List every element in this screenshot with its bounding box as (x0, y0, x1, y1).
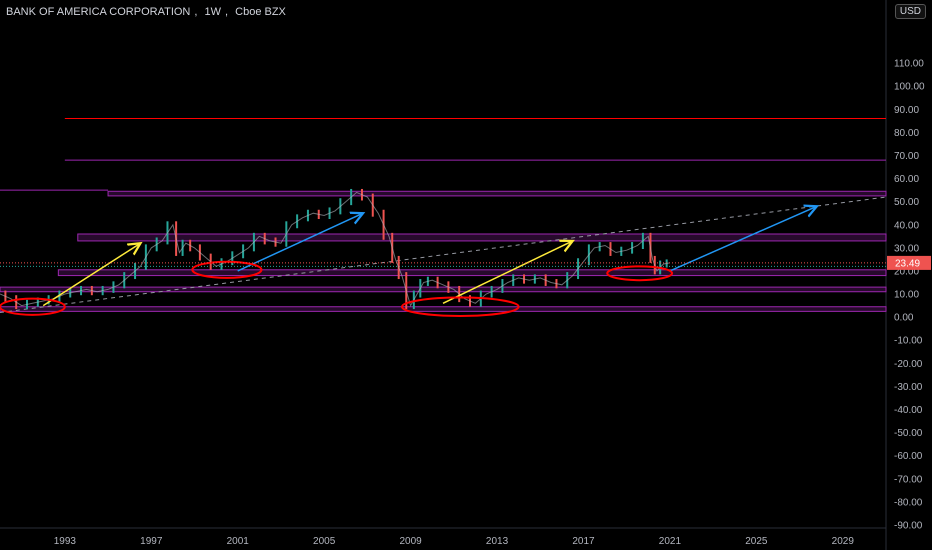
y-tick-label: -50.00 (894, 428, 923, 439)
y-tick-label: -30.00 (894, 382, 923, 393)
y-tick-label: 10.00 (894, 290, 919, 301)
y-tick-label: 90.00 (894, 105, 919, 116)
trendline-dashed (0, 196, 887, 314)
highlight-ellipse-3 (606, 265, 674, 282)
support-zone-2 (57, 269, 887, 277)
y-tick-label: -20.00 (894, 359, 923, 370)
y-tick-label: -80.00 (894, 497, 923, 508)
x-tick-label: 2017 (572, 536, 595, 547)
support-zone-4 (0, 306, 887, 312)
x-tick-label: 2025 (745, 536, 768, 547)
y-tick-label: 30.00 (894, 243, 919, 254)
highlight-ellipse-1 (191, 260, 263, 279)
y-tick-label: 70.00 (894, 151, 919, 162)
trend-arrow-3 (669, 206, 817, 272)
y-tick-label: -90.00 (894, 521, 923, 532)
support-zone-1 (77, 233, 887, 242)
y-tick-label: 60.00 (894, 174, 919, 185)
chart-header: BANK OF AMERICA CORPORATION, 1W, Cboe BZ… (6, 6, 286, 18)
y-tick-label: 20.00 (894, 266, 919, 277)
x-tick-label: 2005 (313, 536, 336, 547)
highlight-ellipse-0 (0, 297, 66, 316)
y-tick-label: 40.00 (894, 220, 919, 231)
price-line (0, 191, 670, 307)
x-tick-label: 2001 (227, 536, 250, 547)
y-tick-label: -60.00 (894, 451, 923, 462)
y-tick-label: 110.00 (894, 59, 924, 70)
x-tick-label: 2029 (832, 536, 855, 547)
current-price-tag (887, 255, 931, 270)
support-zone-3 (0, 286, 887, 293)
x-tick-label: 1993 (54, 536, 77, 547)
y-tick-label: -70.00 (894, 474, 923, 485)
highlight-ellipse-2 (400, 296, 520, 317)
currency-button[interactable]: USD (894, 4, 926, 19)
y-tick-label: -40.00 (894, 405, 923, 416)
interval-label: 1W (204, 6, 222, 18)
trend-arrow-2 (442, 241, 573, 304)
x-tick-label: 1997 (140, 536, 163, 547)
y-tick-label: 50.00 (894, 197, 919, 208)
x-tick-label: 2013 (486, 536, 509, 547)
support-zone-0 (107, 190, 887, 197)
trend-arrow-1 (237, 213, 363, 272)
current-price-label: 23.49 (895, 258, 920, 269)
y-tick-label: 80.00 (894, 128, 919, 139)
trend-arrow-0 (42, 243, 140, 307)
y-tick-label: -10.00 (894, 336, 923, 347)
y-tick-label: 100.00 (894, 82, 925, 93)
exchange-label: Cboe BZX (235, 6, 286, 18)
symbol-name: BANK OF AMERICA CORPORATION (6, 6, 191, 18)
x-tick-label: 2009 (399, 536, 422, 547)
x-tick-label: 2021 (659, 536, 682, 547)
y-tick-label: 0.00 (894, 313, 914, 324)
